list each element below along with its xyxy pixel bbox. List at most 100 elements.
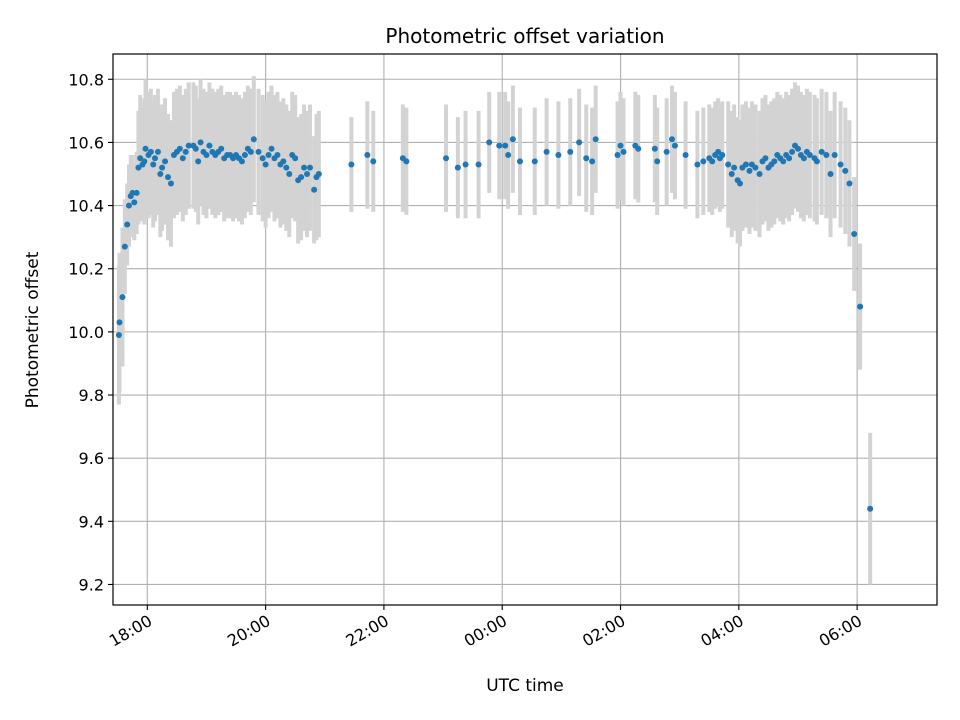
data-point [583, 155, 590, 162]
data-point [274, 152, 281, 159]
data-point [831, 152, 838, 159]
y-tick-label: 9.4 [79, 512, 104, 531]
data-point [502, 142, 509, 149]
data-point [576, 139, 583, 146]
data-point [185, 142, 192, 149]
data-point [531, 158, 538, 165]
data-point [167, 180, 174, 187]
data-point [182, 148, 189, 155]
data-point [268, 145, 275, 152]
data-point [403, 158, 410, 165]
data-point [592, 136, 599, 143]
data-point [165, 174, 172, 181]
data-point [142, 145, 149, 152]
data-point [620, 148, 627, 155]
data-point [786, 155, 793, 162]
y-axis-title: Photometric offset [23, 251, 43, 408]
data-point [162, 158, 169, 165]
data-point [370, 158, 377, 165]
data-point [780, 158, 787, 165]
data-point [694, 161, 701, 168]
data-point [671, 142, 678, 149]
data-point [614, 152, 621, 159]
data-point [179, 155, 186, 162]
data-point [746, 167, 753, 174]
data-point [206, 142, 213, 149]
data-point [818, 148, 825, 155]
data-point [731, 164, 738, 171]
data-point [304, 170, 311, 177]
data-point [509, 136, 516, 143]
data-point [137, 155, 144, 162]
data-point [262, 161, 269, 168]
gridlines [113, 54, 937, 605]
data-point [311, 186, 318, 193]
data-point [116, 319, 123, 326]
data-points [115, 136, 874, 512]
data-point [719, 152, 726, 159]
data-point [124, 221, 131, 228]
y-tick-label: 10.2 [68, 260, 104, 279]
data-point [298, 174, 305, 181]
data-point [443, 155, 450, 162]
data-point [238, 158, 245, 165]
data-point [771, 158, 778, 165]
data-point [265, 152, 272, 159]
chart-title: Photometric offset variation [385, 24, 664, 48]
y-tick-label: 10.6 [68, 133, 104, 152]
data-point [250, 136, 257, 143]
data-point [789, 148, 796, 155]
data-point [496, 142, 503, 149]
data-point [286, 170, 293, 177]
data-point [654, 158, 661, 165]
data-point [827, 170, 834, 177]
data-point [842, 167, 849, 174]
data-point [617, 142, 624, 149]
data-point [147, 148, 154, 155]
data-point [192, 145, 199, 152]
data-point [762, 155, 769, 162]
data-point [837, 161, 844, 168]
data-point [121, 243, 128, 250]
data-point [725, 161, 732, 168]
data-point [203, 152, 210, 159]
data-point [486, 139, 493, 146]
data-point [806, 152, 813, 159]
x-axis-title: UTC time [486, 676, 564, 696]
data-point [462, 161, 469, 168]
data-point [125, 202, 132, 209]
data-point [176, 145, 183, 152]
data-point [255, 148, 262, 155]
y-tick-label: 10.0 [68, 323, 104, 342]
data-point [454, 164, 461, 171]
plot-frame [112, 53, 938, 606]
data-point [475, 161, 482, 168]
data-point [141, 158, 148, 165]
data-point [150, 161, 157, 168]
data-point [752, 164, 759, 171]
data-point [737, 180, 744, 187]
data-point [364, 152, 371, 159]
data-point [195, 158, 202, 165]
data-point [197, 139, 204, 146]
data-point [668, 136, 675, 143]
data-point [157, 170, 164, 177]
data-point [283, 164, 290, 171]
data-point [794, 145, 801, 152]
data-point [728, 170, 735, 177]
data-point [131, 199, 138, 206]
data-point [315, 170, 322, 177]
data-point [218, 145, 225, 152]
y-tick-label: 9.2 [79, 575, 104, 594]
data-point [129, 189, 136, 196]
data-point [348, 161, 355, 168]
y-tick-label: 10.8 [68, 70, 104, 89]
data-point [867, 505, 874, 512]
data-point [241, 152, 248, 159]
data-point [700, 158, 707, 165]
y-tick-label: 10.4 [68, 197, 104, 216]
data-point [742, 161, 749, 168]
data-point [709, 158, 716, 165]
data-point [823, 152, 830, 159]
